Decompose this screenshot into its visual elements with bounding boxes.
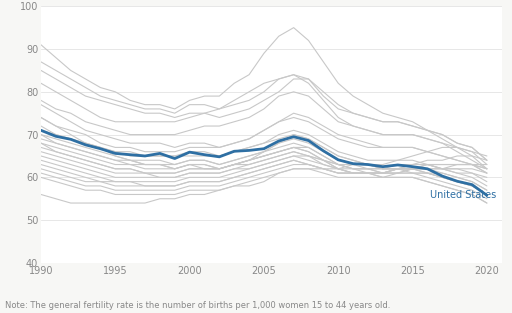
Text: Note: The general fertility rate is the number of births per 1,000 women 15 to 4: Note: The general fertility rate is the … bbox=[5, 301, 391, 310]
Text: United States: United States bbox=[431, 190, 497, 200]
